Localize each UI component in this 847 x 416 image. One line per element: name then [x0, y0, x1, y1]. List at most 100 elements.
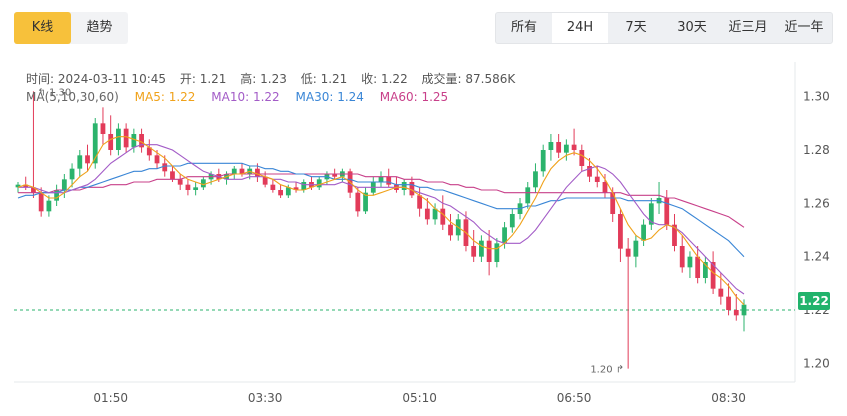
- ma5-legend: MA5: 1.22: [134, 90, 196, 104]
- candle-body: [46, 200, 52, 212]
- candle-body: [116, 128, 121, 150]
- ma30-legend: MA30: 1.24: [295, 90, 364, 104]
- ma10-legend: MA10: 1.22: [211, 90, 280, 104]
- candle-body: [471, 246, 477, 257]
- x-tick-label: 06:50: [557, 391, 592, 405]
- low-label: 低: 1.21: [300, 72, 348, 86]
- candle-body: [162, 163, 168, 172]
- ma60-legend: MA60: 1.25: [379, 90, 449, 104]
- candle-body: [556, 142, 562, 153]
- tab-range-1y[interactable]: 近一年: [784, 20, 824, 35]
- high-label: 高: 1.23: [240, 72, 287, 86]
- candle-body: [432, 208, 438, 220]
- candle-body: [563, 144, 569, 153]
- ohlc-info-line: 时间: 2024-03-11 10:45 开: 1.21 高: 1.23 低: …: [26, 70, 525, 87]
- candle-body: [710, 262, 716, 289]
- candle-body: [424, 208, 430, 220]
- volume-label: 成交量: 87.586K: [421, 72, 516, 86]
- candle-body: [200, 179, 206, 188]
- candle-body: [270, 184, 276, 190]
- candle-body: [618, 214, 623, 249]
- y-tick-label: 1.20: [803, 356, 830, 370]
- candle-body: [154, 155, 160, 164]
- candle-body: [525, 187, 531, 204]
- candle-body: [54, 190, 60, 201]
- candle-body: [355, 192, 361, 212]
- tab-range-30d[interactable]: 30天: [677, 20, 707, 35]
- x-tick-label: 01:50: [93, 391, 128, 405]
- max-price-annotation: ↰ 1.30: [37, 87, 71, 98]
- candle-body: [633, 240, 639, 257]
- candle-body: [602, 182, 608, 193]
- x-tick-label: 05:10: [402, 391, 437, 405]
- candle-body: [718, 288, 724, 297]
- candle-body: [502, 227, 507, 244]
- candle-body: [69, 168, 75, 180]
- candle-body: [262, 176, 268, 185]
- candle-body: [170, 171, 175, 180]
- tab-range-3m[interactable]: 近三月: [728, 20, 768, 35]
- tab-range-7d[interactable]: 7天: [625, 20, 647, 35]
- candle-body: [131, 134, 137, 148]
- candle-body: [548, 142, 554, 150]
- tab-trend[interactable]: 趋势: [86, 20, 113, 35]
- candle-body: [579, 150, 585, 166]
- close-label: 收: 1.22: [361, 72, 408, 86]
- candle-body: [610, 192, 616, 214]
- ma30-line: [17, 162, 745, 258]
- top-toolbar: K线 趋势 所有 24H 7天 30天 近三月 近一年: [0, 0, 847, 56]
- candle-body: [664, 198, 670, 225]
- kline-chart[interactable]: 1.20 1.22 1.24 1.26 1.28 1.30 01:50 03:30 05:10 0…: [14, 62, 834, 408]
- x-tick-label: 03:30: [248, 391, 283, 405]
- candle-body: [15, 184, 21, 188]
- candle-body: [38, 192, 44, 212]
- candle-body: [363, 192, 368, 212]
- ma60-line: [18, 173, 745, 228]
- candle-body: [479, 240, 484, 257]
- candle-body: [139, 134, 144, 148]
- x-tick-label: 08:30: [711, 391, 746, 405]
- y-tick-label: 1.26: [803, 196, 830, 210]
- candle-body: [641, 224, 646, 241]
- candle-body: [594, 176, 600, 182]
- candle-body: [695, 256, 701, 278]
- candle-body: [77, 155, 83, 169]
- tab-range-24h[interactable]: 24H: [552, 13, 608, 43]
- candle-body: [687, 256, 693, 268]
- candle-body: [301, 182, 307, 190]
- candle-body: [193, 187, 199, 190]
- candle-body: [540, 150, 546, 172]
- candle-body: [733, 310, 739, 316]
- candle-body: [448, 224, 453, 236]
- candle-body: [146, 147, 152, 156]
- candle-body: [571, 144, 577, 150]
- kline-chart-svg[interactable]: 1.20 1.22 1.24 1.26 1.28 1.30 01:50 03:30 05:10 0…: [14, 62, 834, 408]
- candle-body: [409, 182, 415, 196]
- candle-body: [401, 182, 407, 190]
- current-price-tag: 1.22: [798, 292, 830, 310]
- candle-body: [587, 166, 592, 177]
- candle-body: [679, 246, 685, 268]
- candle-body: [332, 174, 338, 177]
- candle-body: [177, 179, 183, 185]
- candle-body: [417, 195, 423, 209]
- candle-body: [85, 155, 90, 164]
- candle-body: [741, 304, 747, 316]
- candle-body: [231, 168, 237, 174]
- candle-body: [494, 243, 500, 262]
- candle-body: [386, 176, 392, 185]
- candle-body: [486, 240, 492, 262]
- candle-body: [185, 184, 191, 190]
- candle-body: [702, 262, 708, 278]
- candle-body: [378, 176, 384, 182]
- ma-legend: MA(5,10,30,60) MA5: 1.22 MA10: 1.22 MA30…: [26, 90, 460, 104]
- candle-body: [100, 123, 106, 134]
- tab-kline[interactable]: K线: [14, 12, 71, 44]
- y-tick-label: 1.30: [803, 90, 830, 104]
- tab-range-all[interactable]: 所有: [510, 20, 537, 35]
- time-range-tabs: 所有 24H 7天 30天 近三月 近一年: [495, 12, 833, 44]
- candle-body: [255, 168, 260, 177]
- candle-body: [726, 296, 731, 310]
- candle-body: [648, 203, 654, 225]
- candle-body: [440, 208, 446, 225]
